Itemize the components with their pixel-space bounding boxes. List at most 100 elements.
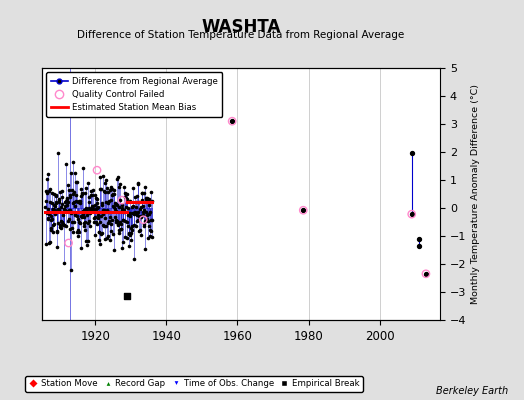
Point xyxy=(118,239,127,245)
Point xyxy=(50,210,59,217)
Point xyxy=(422,270,430,277)
Point xyxy=(118,202,127,208)
Point xyxy=(147,228,155,234)
Point xyxy=(105,197,113,204)
Point xyxy=(139,203,147,210)
Point xyxy=(50,221,58,228)
Point xyxy=(54,198,63,205)
Point xyxy=(79,164,87,171)
Point xyxy=(43,176,51,182)
Point xyxy=(85,205,93,212)
Point xyxy=(73,212,81,219)
Point xyxy=(95,237,103,244)
Legend: Difference from Regional Average, Quality Control Failed, Estimated Station Mean: Difference from Regional Average, Qualit… xyxy=(46,72,222,116)
Point xyxy=(61,161,70,167)
Point xyxy=(114,221,123,228)
Point xyxy=(126,213,134,219)
Point xyxy=(76,220,84,226)
Point xyxy=(70,219,79,225)
Point xyxy=(116,219,124,226)
Point xyxy=(132,222,140,229)
Point xyxy=(113,176,121,182)
Point xyxy=(127,226,136,233)
Point xyxy=(64,187,73,194)
Point xyxy=(103,185,112,191)
Point xyxy=(102,176,111,183)
Point xyxy=(48,190,56,197)
Point xyxy=(96,219,104,226)
Point xyxy=(144,196,152,202)
Point xyxy=(145,202,154,208)
Point xyxy=(146,233,155,239)
Point xyxy=(66,194,74,200)
Point xyxy=(105,186,114,193)
Point xyxy=(86,192,95,198)
Point xyxy=(63,196,71,203)
Point xyxy=(74,216,83,222)
Point xyxy=(131,209,139,215)
Point xyxy=(87,208,95,214)
Point xyxy=(134,208,143,215)
Text: WASHTA: WASHTA xyxy=(201,18,281,36)
Point xyxy=(140,184,149,190)
Point xyxy=(127,237,135,243)
Point xyxy=(96,241,105,248)
Point xyxy=(85,199,94,205)
Point xyxy=(122,191,130,197)
Point xyxy=(130,210,139,216)
Point xyxy=(145,196,153,202)
Point xyxy=(57,201,66,207)
Point xyxy=(146,227,154,233)
Point xyxy=(62,223,70,229)
Point xyxy=(85,194,93,201)
Point xyxy=(121,190,129,196)
Point xyxy=(103,188,112,195)
Point xyxy=(119,184,128,190)
Point xyxy=(111,199,119,206)
Point xyxy=(43,206,52,212)
Point xyxy=(143,196,151,202)
Point xyxy=(71,211,79,217)
Point xyxy=(68,225,77,232)
Point xyxy=(98,202,106,209)
Point xyxy=(110,191,118,197)
Point xyxy=(148,233,156,240)
Point xyxy=(101,180,109,187)
Point xyxy=(75,198,84,204)
Point xyxy=(140,190,148,196)
Point xyxy=(86,206,94,212)
Point xyxy=(137,232,145,238)
Point xyxy=(56,189,64,195)
Point xyxy=(144,218,152,224)
Point xyxy=(81,208,90,214)
Point xyxy=(124,223,133,230)
Point xyxy=(110,247,118,253)
Point xyxy=(77,192,85,199)
Point xyxy=(58,219,67,225)
Point xyxy=(138,208,147,215)
Point xyxy=(148,217,156,223)
Point xyxy=(130,211,138,217)
Point xyxy=(60,260,69,266)
Point xyxy=(94,229,103,235)
Point xyxy=(63,195,72,201)
Point xyxy=(57,204,65,210)
Point xyxy=(66,192,74,198)
Point xyxy=(129,222,138,228)
Point xyxy=(60,222,68,228)
Point xyxy=(62,198,70,204)
Point xyxy=(127,230,136,237)
Point xyxy=(51,206,59,213)
Point xyxy=(59,212,68,218)
Point xyxy=(408,211,416,217)
Point xyxy=(123,195,131,202)
Point xyxy=(56,224,64,230)
Point xyxy=(109,231,117,237)
Point xyxy=(128,203,136,210)
Point xyxy=(44,216,52,222)
Point xyxy=(58,194,66,201)
Point xyxy=(62,208,71,215)
Point xyxy=(127,225,135,232)
Point xyxy=(92,205,100,212)
Point xyxy=(50,191,59,198)
